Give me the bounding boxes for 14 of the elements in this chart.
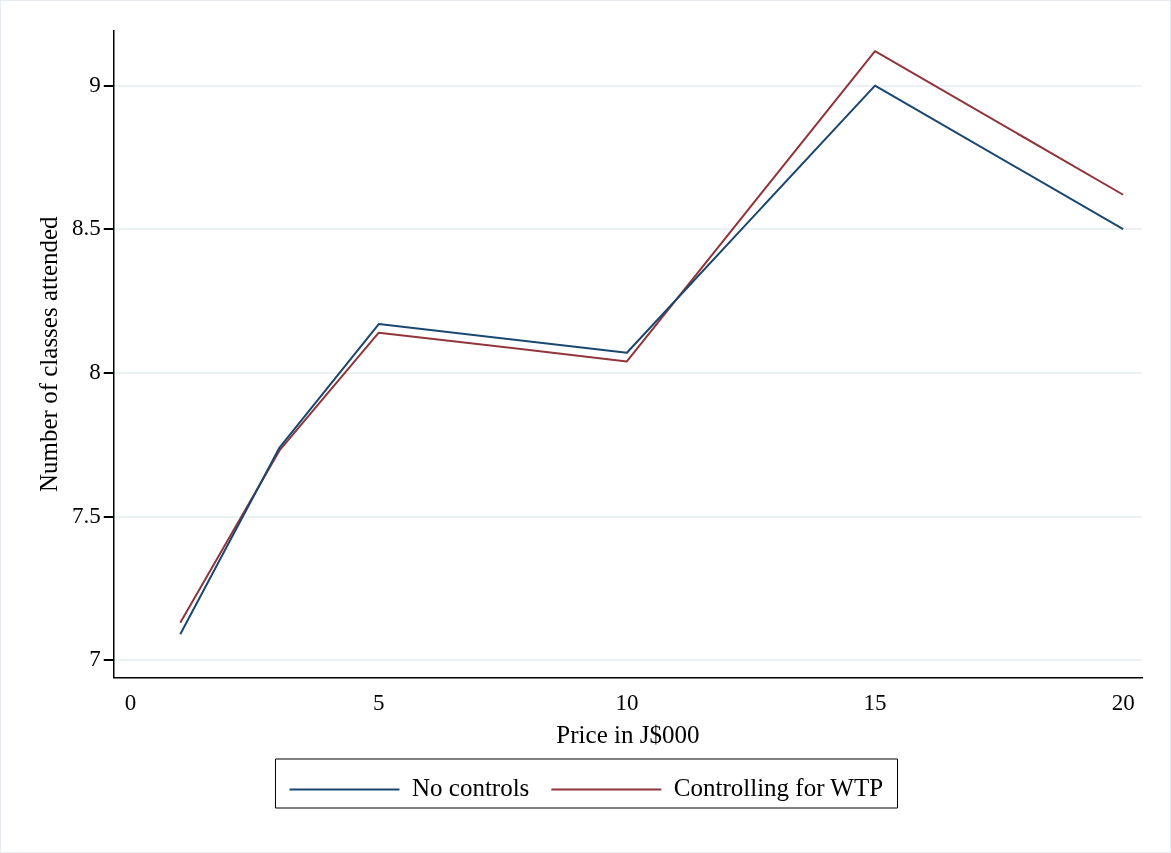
y-tick-label: 8 (89, 358, 101, 384)
legend-label: No controls (411, 774, 530, 802)
legend-label: Controlling for WTP (673, 774, 884, 802)
y-tick-label: 8.5 (72, 215, 101, 241)
y-axis-title: Number of classes attended (34, 215, 62, 492)
x-tick-label: 0 (124, 690, 137, 716)
y-tick-label: 7.5 (72, 502, 101, 528)
x-tick-label: 10 (615, 690, 639, 716)
x-tick-label: 5 (373, 690, 385, 716)
y-tick-label: 9 (89, 71, 101, 97)
x-tick-label: 15 (863, 690, 887, 716)
y-tick-label: 7 (89, 646, 101, 672)
x-axis-title: Price in J$000 (556, 720, 700, 748)
x-tick-label: 20 (1111, 690, 1135, 716)
